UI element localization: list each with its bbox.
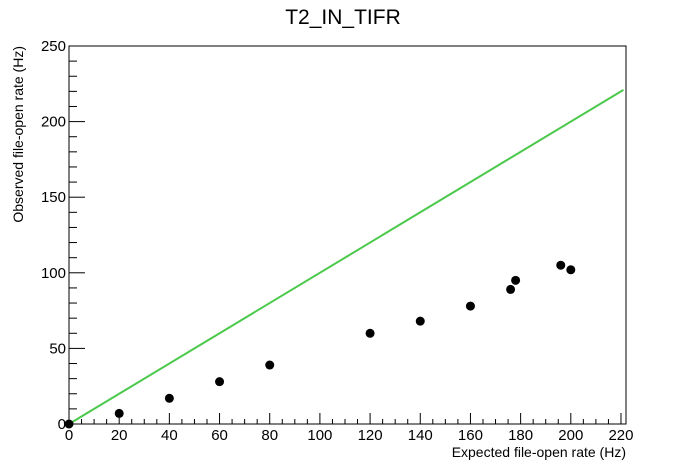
data-point (506, 284, 516, 294)
data-point (556, 260, 566, 270)
plot-frame (68, 45, 627, 425)
x-tick-label: 0 (65, 427, 73, 444)
data-point (566, 265, 576, 275)
x-tick-label: 100 (307, 427, 332, 444)
x-tick-labels: 0 20 40 60 80 100 120 140 160 180 200 220 (65, 427, 634, 444)
data-point (64, 419, 74, 429)
y-tick-label: 150 (41, 189, 66, 206)
x-tick-label: 80 (261, 427, 278, 444)
y-tick-label: 0 (58, 416, 66, 433)
x-tick-label: 220 (608, 427, 633, 444)
reference-line-group (68, 88, 625, 425)
data-point (164, 393, 174, 403)
y-tick-label: 100 (41, 265, 66, 282)
data-point (415, 316, 425, 326)
data-point (265, 360, 275, 370)
x-tick-label: 200 (558, 427, 583, 444)
y-tick-labels: 0 50 100 150 200 250 (41, 38, 66, 433)
x-tick-label: 40 (161, 427, 178, 444)
data-point (465, 301, 475, 311)
x-tick-label: 140 (408, 427, 433, 444)
y-tick-label: 250 (41, 38, 66, 55)
x-tick-label: 160 (458, 427, 483, 444)
data-point (365, 328, 375, 338)
reference-line (68, 88, 625, 425)
x-tick-label: 180 (508, 427, 533, 444)
axis-ticks (68, 45, 622, 425)
chart-title: T2_IN_TIFR (285, 6, 401, 29)
data-point (215, 377, 225, 387)
data-point (511, 275, 521, 285)
x-axis-title: Expected file-open rate (Hz) (452, 444, 626, 460)
y-tick-label: 50 (49, 340, 66, 357)
x-tick-label: 120 (358, 427, 383, 444)
y-axis-title: Observed file-open rate (Hz) (10, 46, 26, 223)
data-points-group (64, 260, 576, 429)
x-tick-label: 20 (111, 427, 128, 444)
data-point (114, 408, 124, 418)
x-tick-label: 60 (211, 427, 228, 444)
y-tick-label: 200 (41, 114, 66, 131)
